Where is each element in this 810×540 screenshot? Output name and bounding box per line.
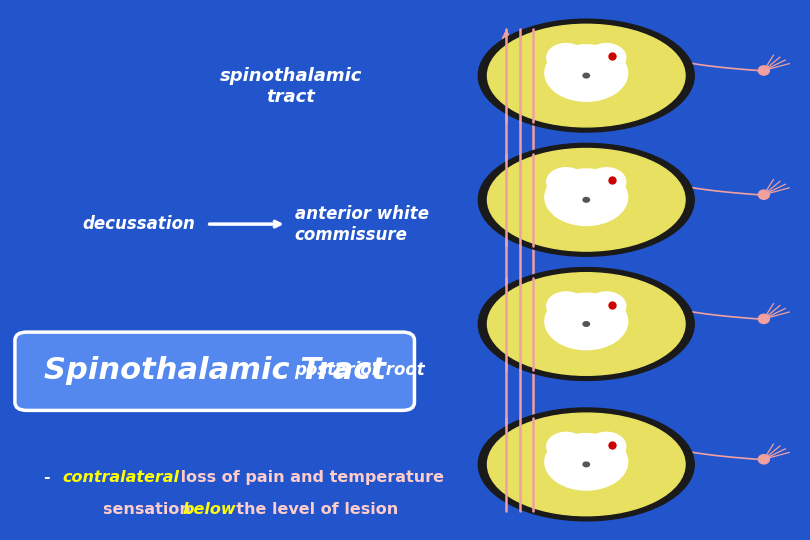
- Ellipse shape: [758, 190, 770, 199]
- Ellipse shape: [545, 45, 628, 102]
- Ellipse shape: [545, 434, 628, 490]
- Text: below: below: [183, 502, 237, 517]
- Ellipse shape: [583, 322, 590, 326]
- Ellipse shape: [758, 455, 770, 464]
- Ellipse shape: [478, 408, 694, 521]
- Ellipse shape: [478, 143, 694, 256]
- Ellipse shape: [547, 292, 586, 320]
- Text: anterior white
commissure: anterior white commissure: [295, 205, 428, 244]
- Ellipse shape: [758, 314, 770, 323]
- Text: the level of lesion: the level of lesion: [225, 502, 399, 517]
- Ellipse shape: [478, 19, 694, 132]
- Ellipse shape: [545, 169, 628, 225]
- Ellipse shape: [478, 267, 694, 380]
- Ellipse shape: [583, 73, 590, 78]
- Text: decussation: decussation: [83, 215, 196, 233]
- Ellipse shape: [545, 293, 628, 350]
- Text: loss of pain and temperature: loss of pain and temperature: [175, 470, 444, 485]
- Text: contralateral: contralateral: [63, 470, 180, 485]
- Ellipse shape: [583, 462, 590, 467]
- Ellipse shape: [488, 273, 685, 375]
- Ellipse shape: [587, 168, 626, 196]
- Ellipse shape: [583, 198, 590, 202]
- Text: -: -: [43, 470, 49, 485]
- Text: posterior root: posterior root: [295, 361, 425, 379]
- Ellipse shape: [587, 292, 626, 320]
- Ellipse shape: [758, 66, 770, 75]
- Ellipse shape: [587, 44, 626, 72]
- FancyBboxPatch shape: [15, 332, 415, 410]
- Text: Spinothalamic Tract: Spinothalamic Tract: [44, 356, 386, 386]
- Ellipse shape: [488, 148, 685, 251]
- Ellipse shape: [547, 168, 586, 196]
- Ellipse shape: [488, 413, 685, 516]
- Ellipse shape: [488, 24, 685, 127]
- Text: sensation: sensation: [103, 502, 196, 517]
- Ellipse shape: [547, 44, 586, 72]
- Ellipse shape: [587, 433, 626, 461]
- Text: spinothalamic
tract: spinothalamic tract: [220, 67, 362, 106]
- Ellipse shape: [547, 433, 586, 461]
